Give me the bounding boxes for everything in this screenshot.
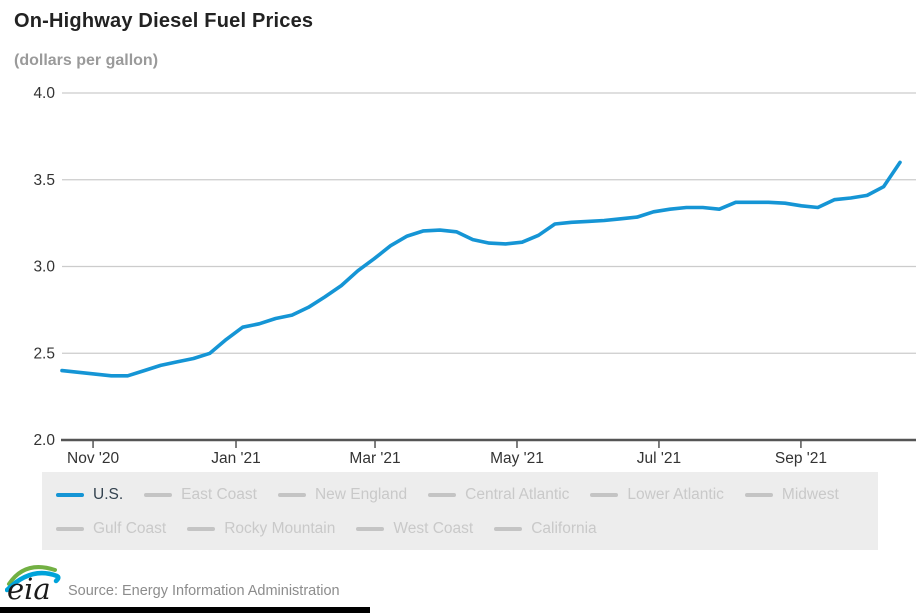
- legend-label: Midwest: [781, 486, 839, 503]
- eia-logo-blue-swoosh: [5, 570, 61, 593]
- legend-item-u-s[interactable]: U.S.: [56, 483, 123, 507]
- x-axis-label: Sep '21: [775, 450, 827, 467]
- x-axis-label: Mar '21: [349, 450, 400, 467]
- page-title: On-Highway Diesel Fuel Prices: [14, 10, 314, 32]
- bottom-bar: [0, 607, 370, 613]
- us-price-line: [60, 160, 902, 378]
- legend-swatch: [277, 493, 306, 497]
- legend-item-midwest[interactable]: Midwest: [744, 483, 839, 507]
- y-axis-label: 3.5: [33, 172, 55, 189]
- legend-item-central-atlantic[interactable]: Central Atlantic: [428, 483, 569, 507]
- legend-label: California: [531, 520, 597, 537]
- eia-logo: eia: [5, 565, 61, 604]
- price-chart: 2.0 2.5 3.0 3.5 4.0 Nov '20 Jan '21 Mar '21 May …: [33, 85, 916, 467]
- legend-swatch: [56, 527, 84, 531]
- y-axis-label: 4.0: [33, 85, 55, 102]
- legend-label: Central Atlantic: [465, 486, 570, 503]
- legend-swatch: [187, 527, 216, 531]
- y-axis-label: 2.5: [33, 345, 55, 362]
- legend-swatch: [744, 493, 773, 497]
- x-axis-label: May '21: [490, 450, 544, 467]
- legend-item-rocky-mountain[interactable]: Rocky Mountain: [187, 517, 335, 541]
- legend-item-california[interactable]: California: [494, 517, 597, 541]
- legend-item-gulf-coast[interactable]: Gulf Coast: [56, 517, 166, 541]
- legend-label: West Coast: [393, 520, 474, 537]
- legend-item-east-coast[interactable]: East Coast: [144, 483, 257, 507]
- x-axis-label: Jul '21: [637, 450, 681, 467]
- legend-item-west-coast[interactable]: West Coast: [356, 517, 473, 541]
- x-axis-label: Jan '21: [211, 450, 261, 467]
- y-axis-label: 2.0: [33, 432, 55, 449]
- legend-swatch: [494, 527, 523, 531]
- legend-swatch: [590, 493, 619, 497]
- legend-swatch: [356, 527, 385, 531]
- legend-label: Rocky Mountain: [224, 520, 336, 537]
- legend-swatch: [56, 493, 84, 497]
- source-attribution: Source: Energy Information Administratio…: [68, 583, 340, 599]
- legend-label: Gulf Coast: [93, 520, 167, 537]
- legend-label: East Coast: [181, 486, 257, 503]
- legend-swatch: [428, 493, 457, 497]
- eia-logo-text: eia: [7, 572, 51, 604]
- legend-item-new-england[interactable]: New England: [277, 483, 408, 507]
- chart-units-subtitle: (dollars per gallon): [14, 52, 159, 69]
- legend-label: Lower Atlantic: [627, 486, 724, 503]
- y-axis-label: 3.0: [33, 259, 55, 276]
- eia-logo-green-swoosh: [7, 565, 57, 586]
- legend-label: U.S.: [93, 486, 124, 503]
- legend-swatch: [144, 493, 173, 497]
- legend-label: New England: [314, 486, 408, 503]
- chart-legend: U.S. East Coast New England Central Atlanti…: [42, 472, 878, 550]
- x-axis-label: Nov '20: [67, 450, 119, 467]
- legend-item-lower-atlantic[interactable]: Lower Atlantic: [590, 483, 724, 507]
